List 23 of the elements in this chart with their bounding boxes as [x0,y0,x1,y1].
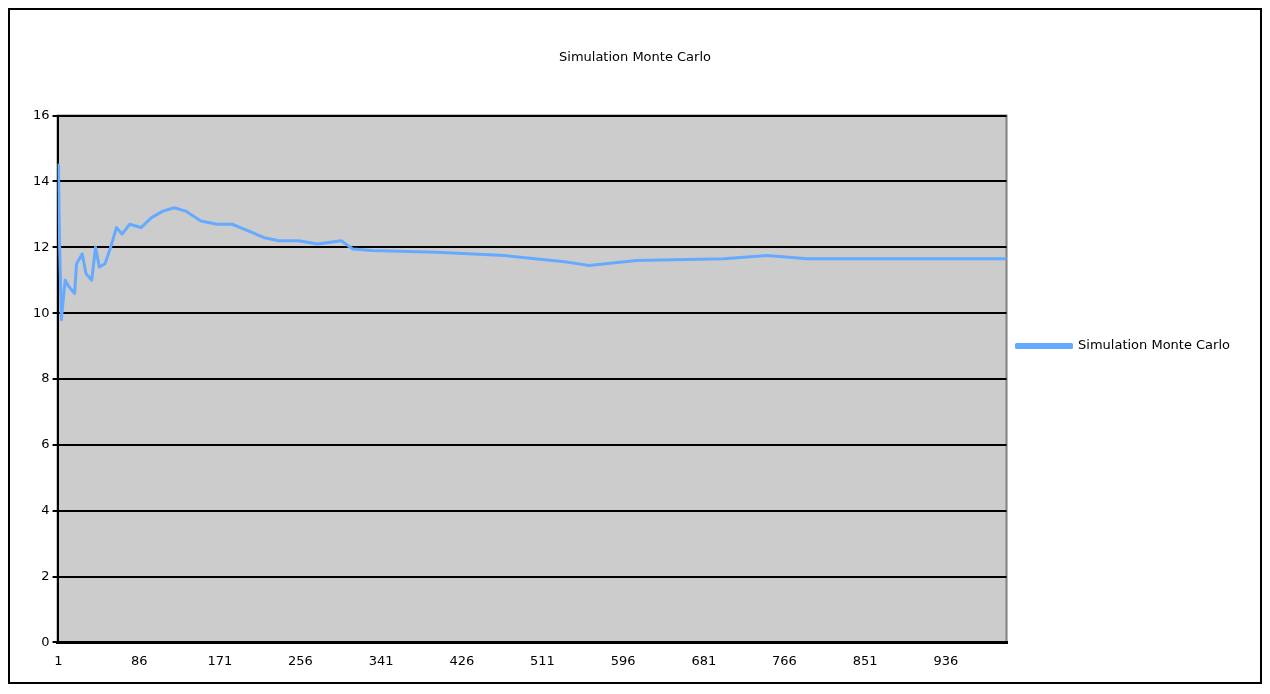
x-tick-label: 596 [610,652,636,668]
x-tick-label: 681 [691,652,717,668]
x-tick-label: 936 [933,652,959,668]
x-tick-label: 511 [530,652,555,668]
y-tick-label: 16 [33,106,50,122]
x-tick-label: 256 [288,652,313,668]
x-tick-label: 1 [54,652,63,668]
y-tick-label: 2 [41,567,50,583]
x-tick-label: 86 [130,652,148,668]
x-tick-label: 171 [207,652,233,668]
chart-title: Simulation Monte Carlo [559,49,712,65]
y-tick-label: 14 [33,172,50,188]
x-tick-label: 851 [852,652,878,668]
x-tick-label: 426 [449,652,475,668]
x-tick-label: 766 [772,652,797,668]
y-tick-label: 6 [41,436,50,452]
y-tick-label: 0 [41,633,50,649]
y-tick-label: 8 [41,370,50,386]
x-tick-label: 341 [368,652,394,668]
y-tick-label: 12 [33,238,50,254]
legend-label: Simulation Monte Carlo [1078,337,1231,353]
y-tick-label: 4 [41,502,50,518]
y-tick-label: 10 [33,304,50,320]
